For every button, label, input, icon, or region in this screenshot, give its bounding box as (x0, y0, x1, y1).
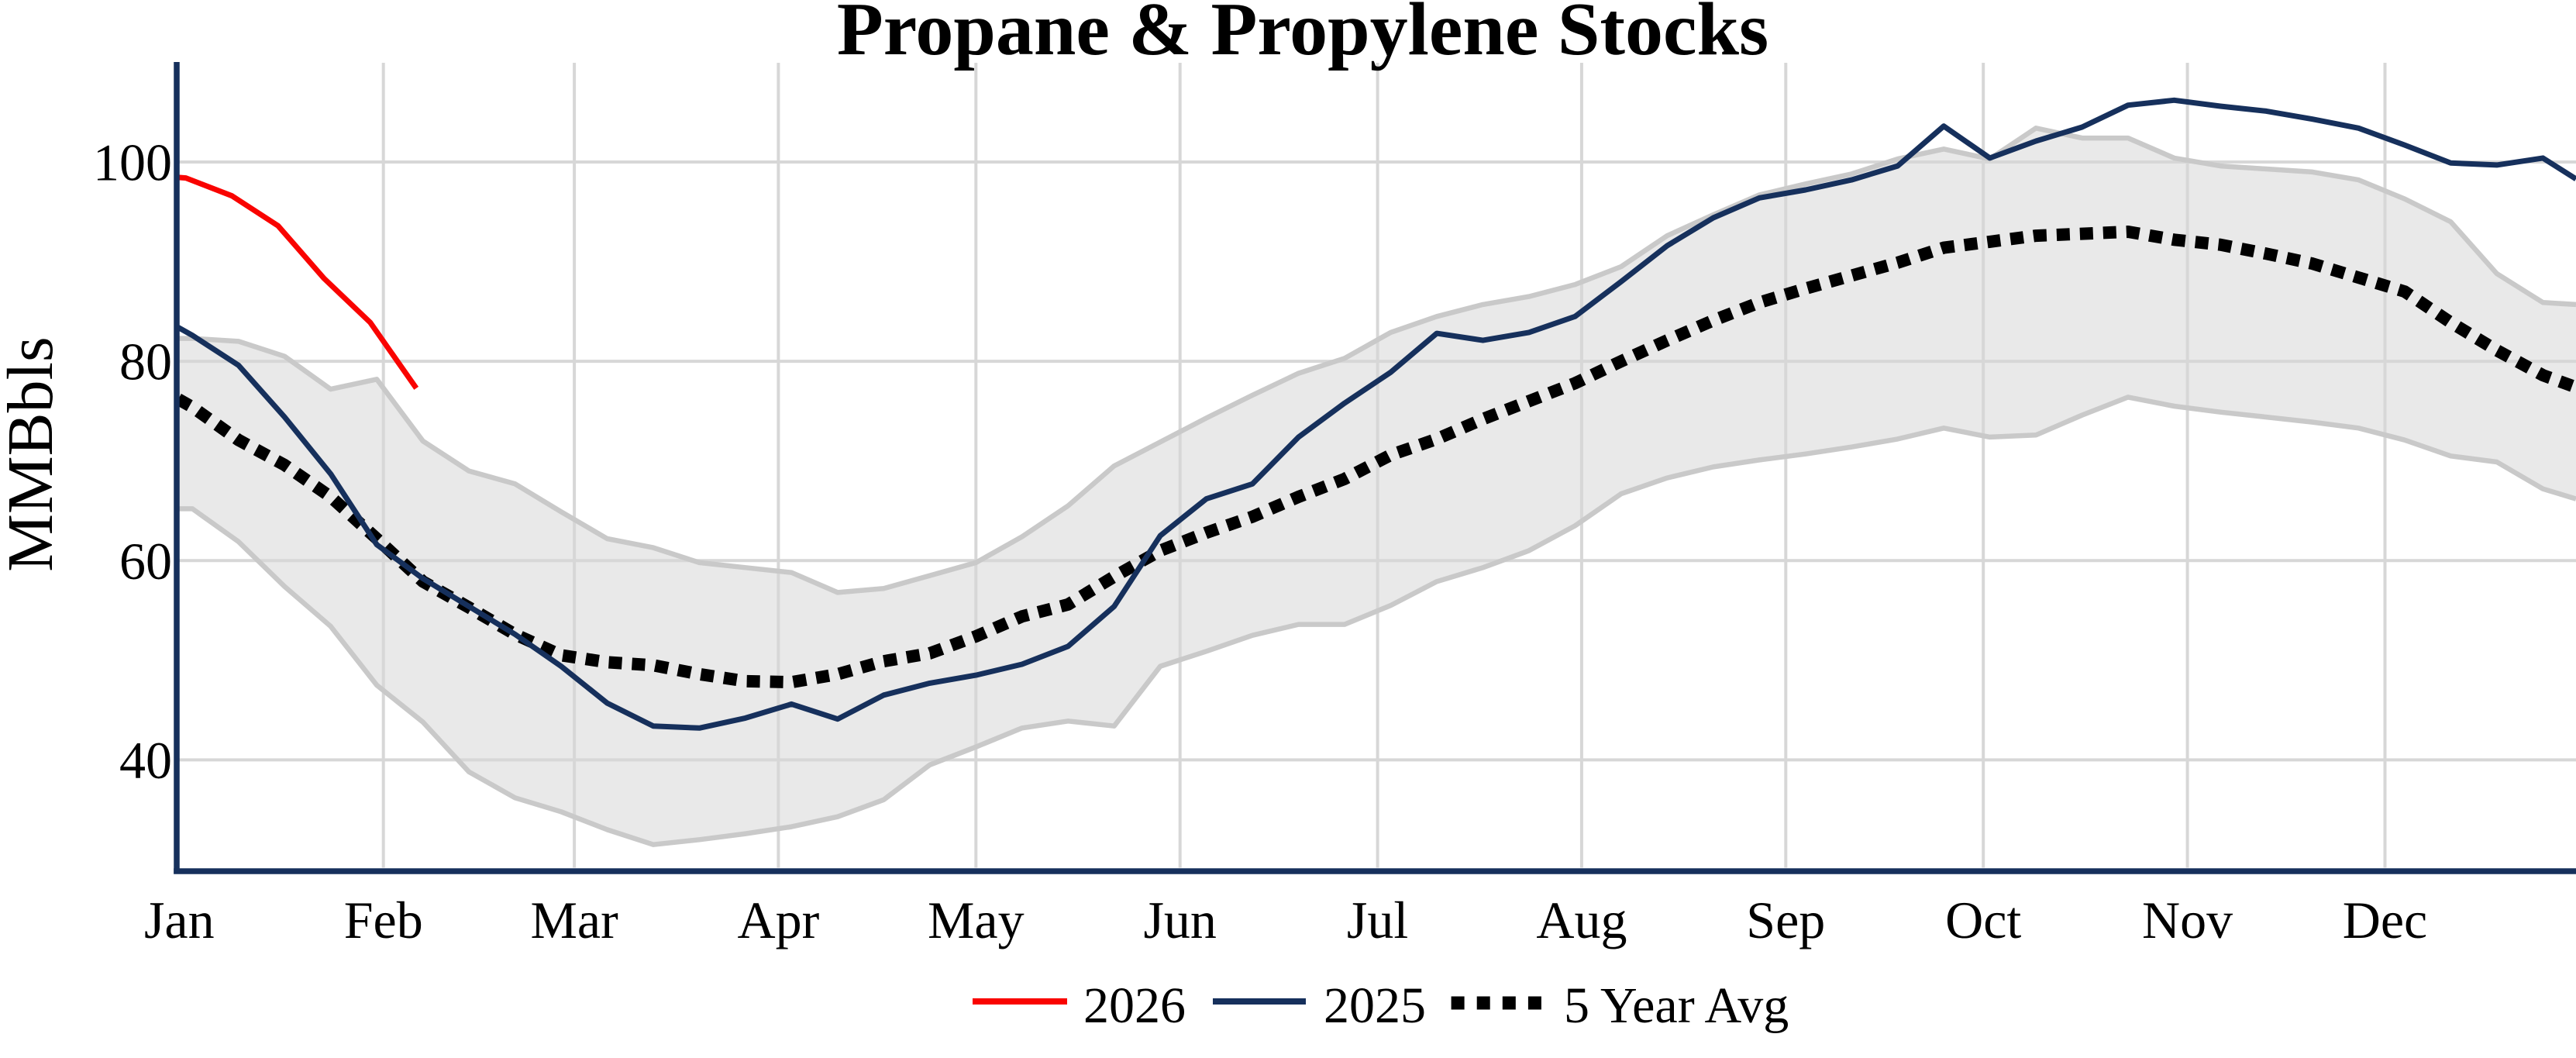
svg-text:May: May (928, 891, 1025, 949)
svg-text:Jul: Jul (1347, 891, 1408, 949)
svg-text:60: 60 (119, 532, 172, 591)
svg-text:Jan: Jan (144, 891, 215, 949)
svg-text:Oct: Oct (1945, 891, 2021, 949)
svg-text:Feb: Feb (344, 891, 423, 949)
svg-text:Nov: Nov (2142, 891, 2233, 949)
svg-text:Apr: Apr (738, 891, 820, 949)
svg-text:Dec: Dec (2343, 891, 2427, 949)
svg-text:40: 40 (119, 731, 172, 790)
svg-text:80: 80 (119, 333, 172, 391)
svg-text:Propane & Propylene Stocks: Propane & Propylene Stocks (837, 0, 1768, 71)
svg-text:Mar: Mar (530, 891, 618, 949)
svg-text:5 Year Avg: 5 Year Avg (1564, 977, 1789, 1034)
svg-text:2026: 2026 (1083, 977, 1186, 1034)
svg-text:Aug: Aug (1536, 891, 1627, 949)
svg-text:Jun: Jun (1143, 891, 1216, 949)
svg-text:Sep: Sep (1746, 891, 1825, 949)
svg-text:100: 100 (93, 133, 172, 192)
svg-text:2025: 2025 (1324, 977, 1426, 1034)
svg-text:MMBbls: MMBbls (0, 336, 67, 571)
